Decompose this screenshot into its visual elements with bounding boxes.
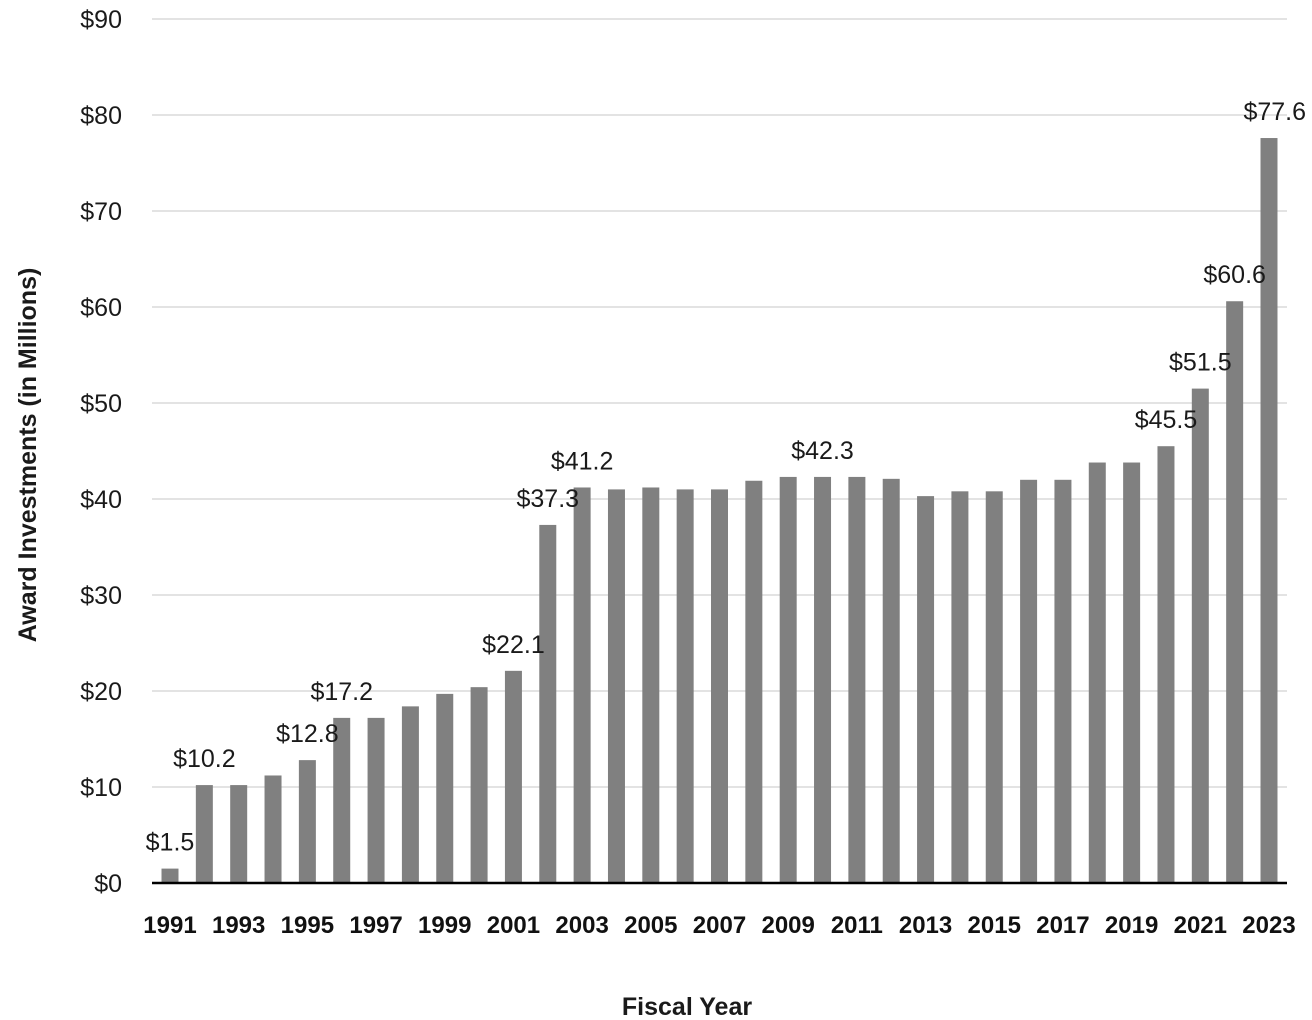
bar-2014 [951,491,969,883]
y-tick-label: $10 [80,774,122,802]
data-label: $12.8 [276,720,339,748]
data-label: $17.2 [310,678,373,706]
bar-2013 [917,496,935,883]
gridlines [152,18,1287,788]
x-tick-label: 2017 [1036,912,1089,939]
x-tick-label: 2013 [899,912,952,939]
data-label: $45.5 [1135,406,1198,434]
bar-2003 [573,487,591,883]
y-tick-label: $30 [80,582,122,610]
bar-2011 [848,476,866,883]
bar-2010 [814,476,832,883]
y-tick-label: $20 [80,678,122,706]
bar-2012 [882,478,900,883]
x-tick-label: 1999 [418,912,471,939]
y-tick-label: $90 [80,6,122,34]
y-tick-label: $60 [80,294,122,322]
y-tick-label: $40 [80,486,122,514]
bar-1991 [161,868,179,883]
bar-2009 [779,476,797,883]
bar-2020 [1157,446,1175,883]
bar-2017 [1054,479,1072,883]
x-tick-label: 2019 [1105,912,1158,939]
data-label: $77.6 [1243,98,1306,126]
data-label: $1.5 [146,829,195,857]
bar-2006 [676,489,694,883]
bar-2016 [1020,479,1038,883]
x-tick-label: 1995 [281,912,334,939]
y-tick-label: $50 [80,390,122,418]
bar-2021 [1191,388,1209,883]
bar-2022 [1226,301,1244,883]
x-tick-label: 2003 [555,912,608,939]
x-tick-label: 2021 [1174,912,1227,939]
bar-1997 [367,717,385,883]
data-label: $37.3 [517,485,580,513]
data-label: $42.3 [791,437,854,465]
data-labels: $1.5 $10.2 $12.8 $17.2 $22.1 $37.3 $41.2 $42.3 $… [146,98,1306,857]
bar-1995 [298,760,316,883]
bar-1993 [230,785,248,883]
x-tick-label: 2023 [1242,912,1295,939]
data-label: $41.2 [551,447,614,475]
bar-2023 [1260,138,1278,884]
x-tick-label: 2001 [487,912,540,939]
data-label: $10.2 [173,745,236,773]
bar-1994 [264,775,282,883]
data-label: $60.6 [1203,261,1266,289]
data-label: $51.5 [1169,349,1232,377]
bar-2002 [539,524,557,883]
y-axis-ticks: $0 $10 $20 $30 $40 $50 $60 $70 $80 $90 [80,6,122,898]
bar-2019 [1123,462,1141,883]
y-axis-title: Award Investments (in Millions) [14,268,42,643]
x-tick-label: 1993 [212,912,265,939]
x-tick-label: 1991 [143,912,196,939]
x-tick-label: 2015 [968,912,1021,939]
bar-2018 [1088,462,1106,883]
bar-2007 [711,489,728,883]
bar-2004 [607,489,625,883]
y-tick-label: $70 [80,198,122,226]
bar-2015 [985,491,1003,883]
x-tick-label: 2009 [761,912,814,939]
bar-1996 [333,717,351,883]
bar-2008 [745,480,763,883]
y-tick-label: $0 [94,870,122,898]
x-tick-label: 2011 [831,912,883,939]
bar-1992 [195,785,213,883]
data-label: $22.1 [482,631,545,659]
y-tick-label: $80 [80,102,122,130]
x-axis-ticks: 1991 1993 1995 1997 1999 2001 2003 2005 2007 2009… [143,912,1295,939]
bar-2000 [470,687,488,883]
x-tick-label: 1997 [349,912,402,939]
bar-2005 [642,487,660,883]
x-tick-label: 2005 [624,912,677,939]
x-axis-title: Fiscal Year [622,993,752,1020]
x-tick-label: 2007 [693,912,746,939]
bars [161,138,1278,884]
bar-1999 [436,693,454,883]
bar-1998 [401,706,419,883]
bar-2001 [504,670,522,883]
